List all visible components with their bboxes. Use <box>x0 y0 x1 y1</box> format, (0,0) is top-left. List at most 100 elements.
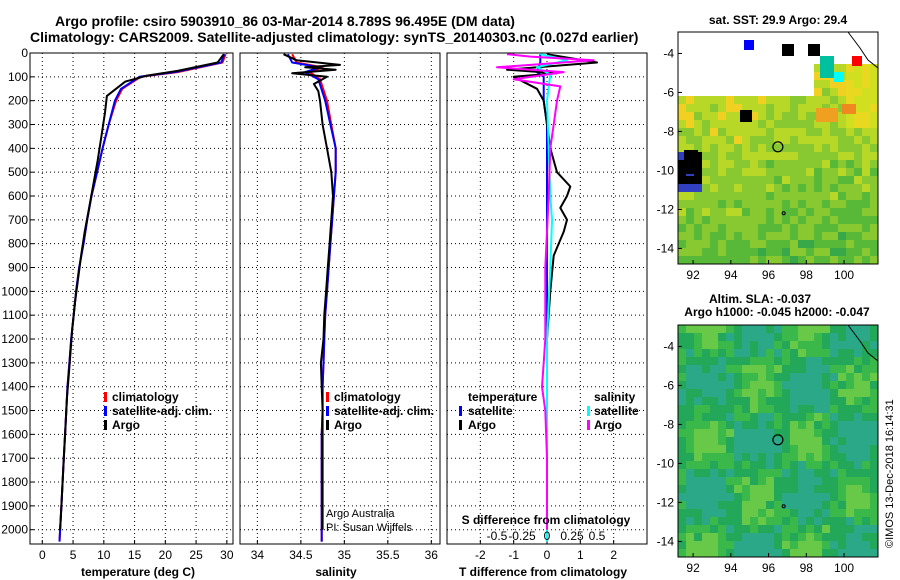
sla-map-cell <box>750 501 758 509</box>
sst-map-cell <box>686 136 694 144</box>
sla-map-cell <box>830 341 838 349</box>
sst-map-cell <box>742 176 750 184</box>
sst-map-cell <box>830 248 838 256</box>
sst-map-cell <box>702 176 710 184</box>
sla-map-cell <box>782 533 790 541</box>
sla-map-cell <box>782 421 790 429</box>
sst-map-cell <box>718 128 726 136</box>
sst-map-cell <box>838 152 846 160</box>
sla-map-cell <box>838 469 846 477</box>
sst-map-cell <box>798 192 806 200</box>
sla-map-cell <box>766 413 774 421</box>
legend-label-s-argo: Argo <box>594 418 622 432</box>
sla-map-cell <box>702 333 710 341</box>
sst-map-cell <box>758 256 766 264</box>
x-tick-label: 30 <box>220 548 234 562</box>
sla-map-cell <box>734 509 742 517</box>
sla-map-cell <box>726 461 734 469</box>
sla-map-cell <box>678 373 686 381</box>
sst-map-cell <box>846 184 854 192</box>
sla-map-cell <box>702 525 710 533</box>
previous-position-marker <box>781 504 786 509</box>
sla-map-cell <box>702 389 710 397</box>
difference-legend: temperature salinity satellite Argo sate… <box>459 390 639 432</box>
sla-map-cell <box>814 517 822 525</box>
sst-map-cell <box>790 112 798 120</box>
sst-map-cell <box>830 144 838 152</box>
sst-map-cell <box>838 184 846 192</box>
sla-map-cell <box>702 397 710 405</box>
y-tick-label: 400 <box>8 141 28 155</box>
sst-map-cell <box>766 168 774 176</box>
sst-map-cell <box>814 72 822 80</box>
sst-map-cell <box>758 168 766 176</box>
sla-map-cell <box>702 341 710 349</box>
x-tick-label: 0 <box>544 548 551 562</box>
sla-map-cell <box>846 525 854 533</box>
sst-map-cell <box>774 224 782 232</box>
sst-map-cell <box>798 224 806 232</box>
sla-map-cell <box>790 325 798 333</box>
sst-map-cell <box>870 96 878 104</box>
sst-map-cell <box>830 152 838 160</box>
sla-map-cell <box>774 333 782 341</box>
sst-map-cell <box>702 120 710 128</box>
sst-map-cell <box>798 232 806 240</box>
sst-map-cell <box>766 136 774 144</box>
sla-map-cell <box>862 397 870 405</box>
sst-map-cell <box>694 224 702 232</box>
sla-map-cell <box>742 517 750 525</box>
sst-map-cell <box>830 216 838 224</box>
sla-map-cell <box>718 349 726 357</box>
sla-map-cell <box>694 349 702 357</box>
sla-map-cell <box>870 549 878 557</box>
sla-map-cell <box>830 429 838 437</box>
sst-map-cell <box>854 144 862 152</box>
sst-map-cell <box>686 104 694 112</box>
sla-map-cell <box>862 445 870 453</box>
sst-map-cell <box>686 208 694 216</box>
sla-map-cell <box>782 461 790 469</box>
sla-map-cell <box>790 365 798 373</box>
t-difference-axis-label: T difference from climatology <box>459 565 627 579</box>
sla-map-cell <box>734 477 742 485</box>
sla-map-cell <box>814 453 822 461</box>
sla-map-cell <box>742 525 750 533</box>
sla-map-cell <box>846 325 854 333</box>
sla-map-cell <box>726 365 734 373</box>
sst-map-feature <box>852 56 862 66</box>
sla-map-cell <box>862 469 870 477</box>
sla-map-cell <box>870 381 878 389</box>
sst-map-cell <box>862 72 870 80</box>
sla-map-cell <box>782 437 790 445</box>
sst-map-cell <box>798 112 806 120</box>
sla-map-cell <box>694 461 702 469</box>
sla-map-cell <box>766 525 774 533</box>
sla-map-cell <box>774 549 782 557</box>
sst-map-cell <box>678 256 686 264</box>
sla-map-cell <box>854 517 862 525</box>
sst-map-cell <box>846 136 854 144</box>
sla-map-cell <box>798 477 806 485</box>
sla-map-cell <box>750 453 758 461</box>
sla-map-cell <box>750 525 758 533</box>
sla-map-cell <box>686 541 694 549</box>
sla-map-cell <box>710 349 718 357</box>
sla-map-cell <box>846 541 854 549</box>
sla-map-cell <box>870 453 878 461</box>
sst-map-cell <box>702 240 710 248</box>
sla-map-cell <box>758 445 766 453</box>
series-satellite-adj-clim- <box>286 53 337 542</box>
sla-map-cell <box>870 445 878 453</box>
sst-map-cell <box>766 256 774 264</box>
sla-map-cell <box>758 485 766 493</box>
sst-map-cell <box>870 112 878 120</box>
sst-map-feature <box>808 44 820 56</box>
sla-map-cell <box>870 349 878 357</box>
legend-swatch-satellite <box>104 406 107 416</box>
sla-map-cell <box>870 485 878 493</box>
sla-map-cell <box>750 365 758 373</box>
sst-map-cell <box>758 160 766 168</box>
sla-map-cell <box>790 437 798 445</box>
sla-map-cell <box>702 469 710 477</box>
